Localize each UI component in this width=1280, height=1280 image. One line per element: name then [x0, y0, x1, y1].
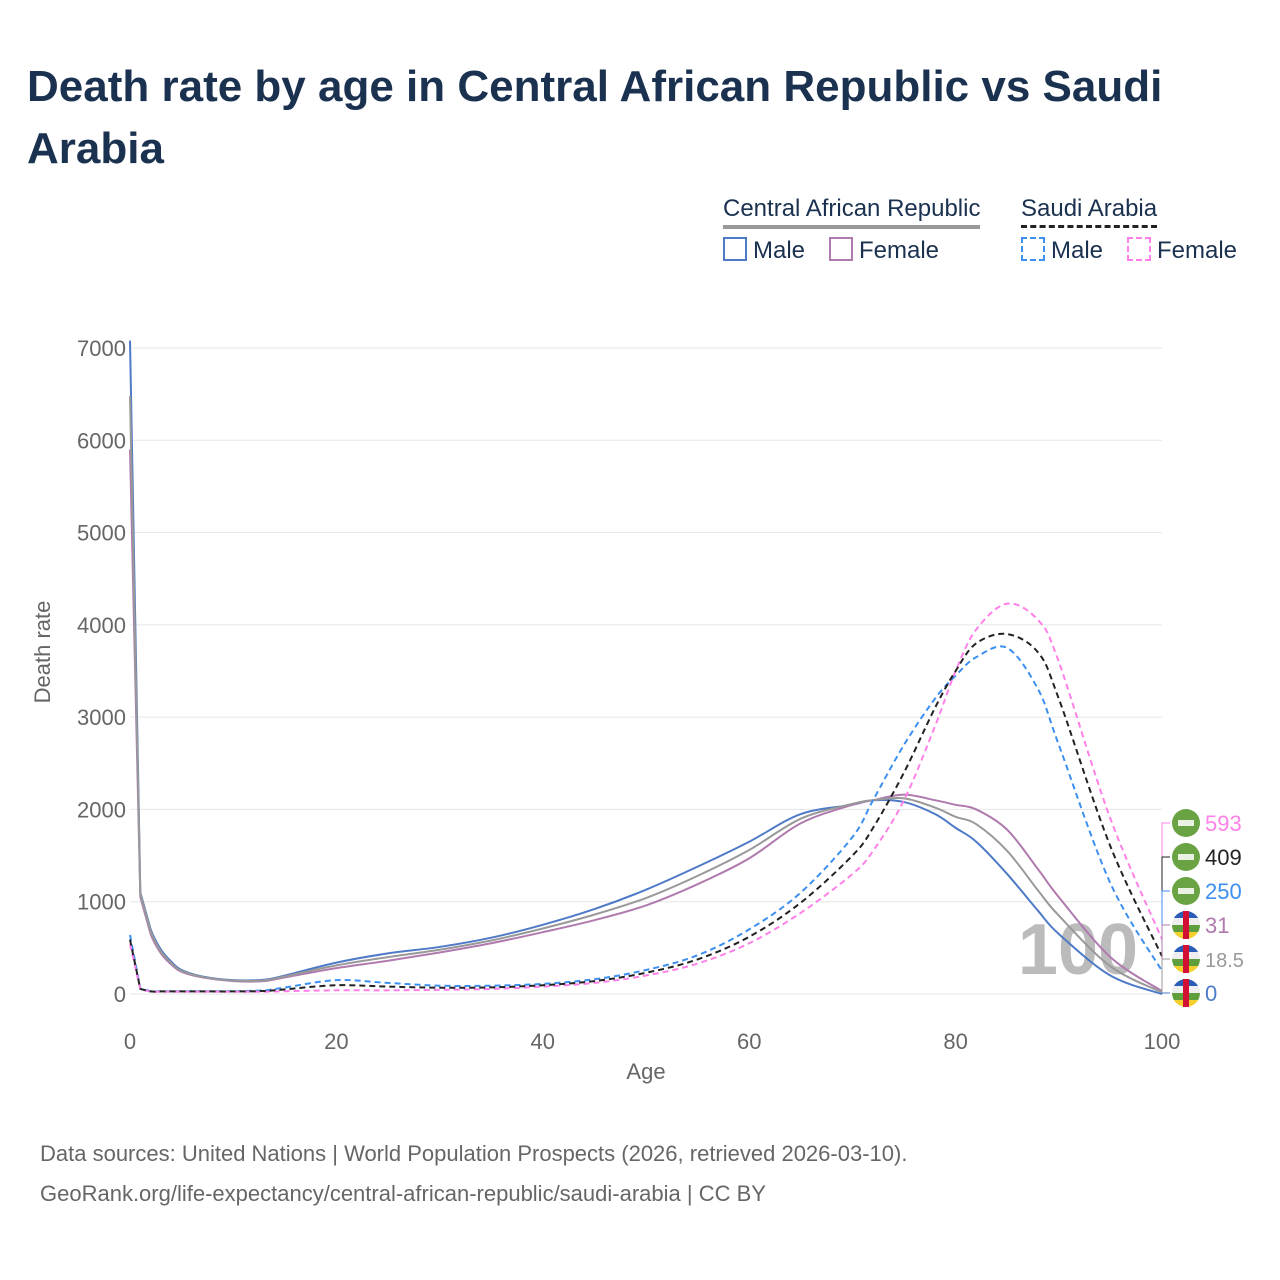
x-tick-label: 60: [737, 1029, 761, 1054]
legend-label: Female: [1157, 237, 1238, 264]
legend-car-female[interactable]: Female: [829, 237, 939, 265]
legend-sa-male[interactable]: Male: [1021, 237, 1103, 265]
x-axis-label: Age: [626, 1059, 665, 1084]
flag-emblem: [1178, 820, 1194, 826]
label-connector: [1161, 822, 1170, 940]
x-tick-label: 80: [943, 1029, 967, 1054]
car-flag-icon: [1183, 979, 1189, 1007]
label-connector: [1161, 924, 1170, 992]
y-tick-label: 3000: [77, 705, 126, 730]
series-line: [129, 645, 1163, 993]
source-text: Data sources: United Nations | World Pop…: [40, 1141, 908, 1166]
end-value-label: 0: [1205, 981, 1217, 1006]
y-axis-label: Death rate: [30, 601, 55, 704]
legend-group-sa[interactable]: Saudi Arabia: [1021, 195, 1158, 228]
flag-emblem: [1178, 854, 1194, 860]
legend-label: Male: [753, 237, 806, 264]
legend-group-car[interactable]: Central African Republic: [723, 195, 981, 229]
end-value-label: 593: [1205, 811, 1242, 836]
y-tick-label: 2000: [77, 797, 126, 822]
end-value-label: 409: [1205, 845, 1242, 870]
end-value-label: 18.5: [1205, 950, 1244, 972]
legend-label: Male: [1051, 237, 1104, 264]
source-url[interactable]: GeoRank.org/life-expectancy/central-afri…: [40, 1181, 766, 1206]
legend-label: Female: [859, 237, 940, 264]
chart-title: Death rate by age in Central African Rep…: [27, 62, 1163, 173]
legend-car-male[interactable]: Male: [723, 237, 805, 265]
y-tick-label: 7000: [77, 336, 126, 361]
end-value-label: 31: [1205, 913, 1229, 938]
x-tick-label: 0: [124, 1029, 136, 1054]
car-flag-icon: [1183, 911, 1189, 939]
x-tick-label: 100: [1144, 1029, 1181, 1054]
legend-sa-female[interactable]: Female: [1127, 237, 1237, 265]
car-flag-icon: [1183, 945, 1189, 973]
y-tick-label: 0: [114, 982, 126, 1007]
x-tick-label: 20: [324, 1029, 348, 1054]
x-tick-label: 40: [531, 1029, 555, 1054]
y-tick-label: 4000: [77, 613, 126, 638]
label-connector: [1161, 856, 1170, 957]
legend-swatch: [1021, 237, 1045, 261]
y-tick-label: 5000: [77, 521, 126, 546]
flag-emblem: [1178, 888, 1194, 894]
label-connector: [1161, 992, 1170, 994]
end-value-label: 250: [1205, 879, 1242, 904]
label-connector: [1161, 958, 1170, 993]
series-line: [129, 395, 1163, 994]
legend-swatch: [829, 237, 853, 261]
series-line: [129, 602, 1163, 993]
series-line: [129, 632, 1163, 993]
series-line: [129, 449, 1163, 992]
series-line: [129, 340, 1163, 995]
y-tick-label: 1000: [77, 890, 126, 915]
legend-swatch: [723, 237, 747, 261]
legend-swatch: [1127, 237, 1151, 261]
y-tick-label: 6000: [77, 428, 126, 453]
